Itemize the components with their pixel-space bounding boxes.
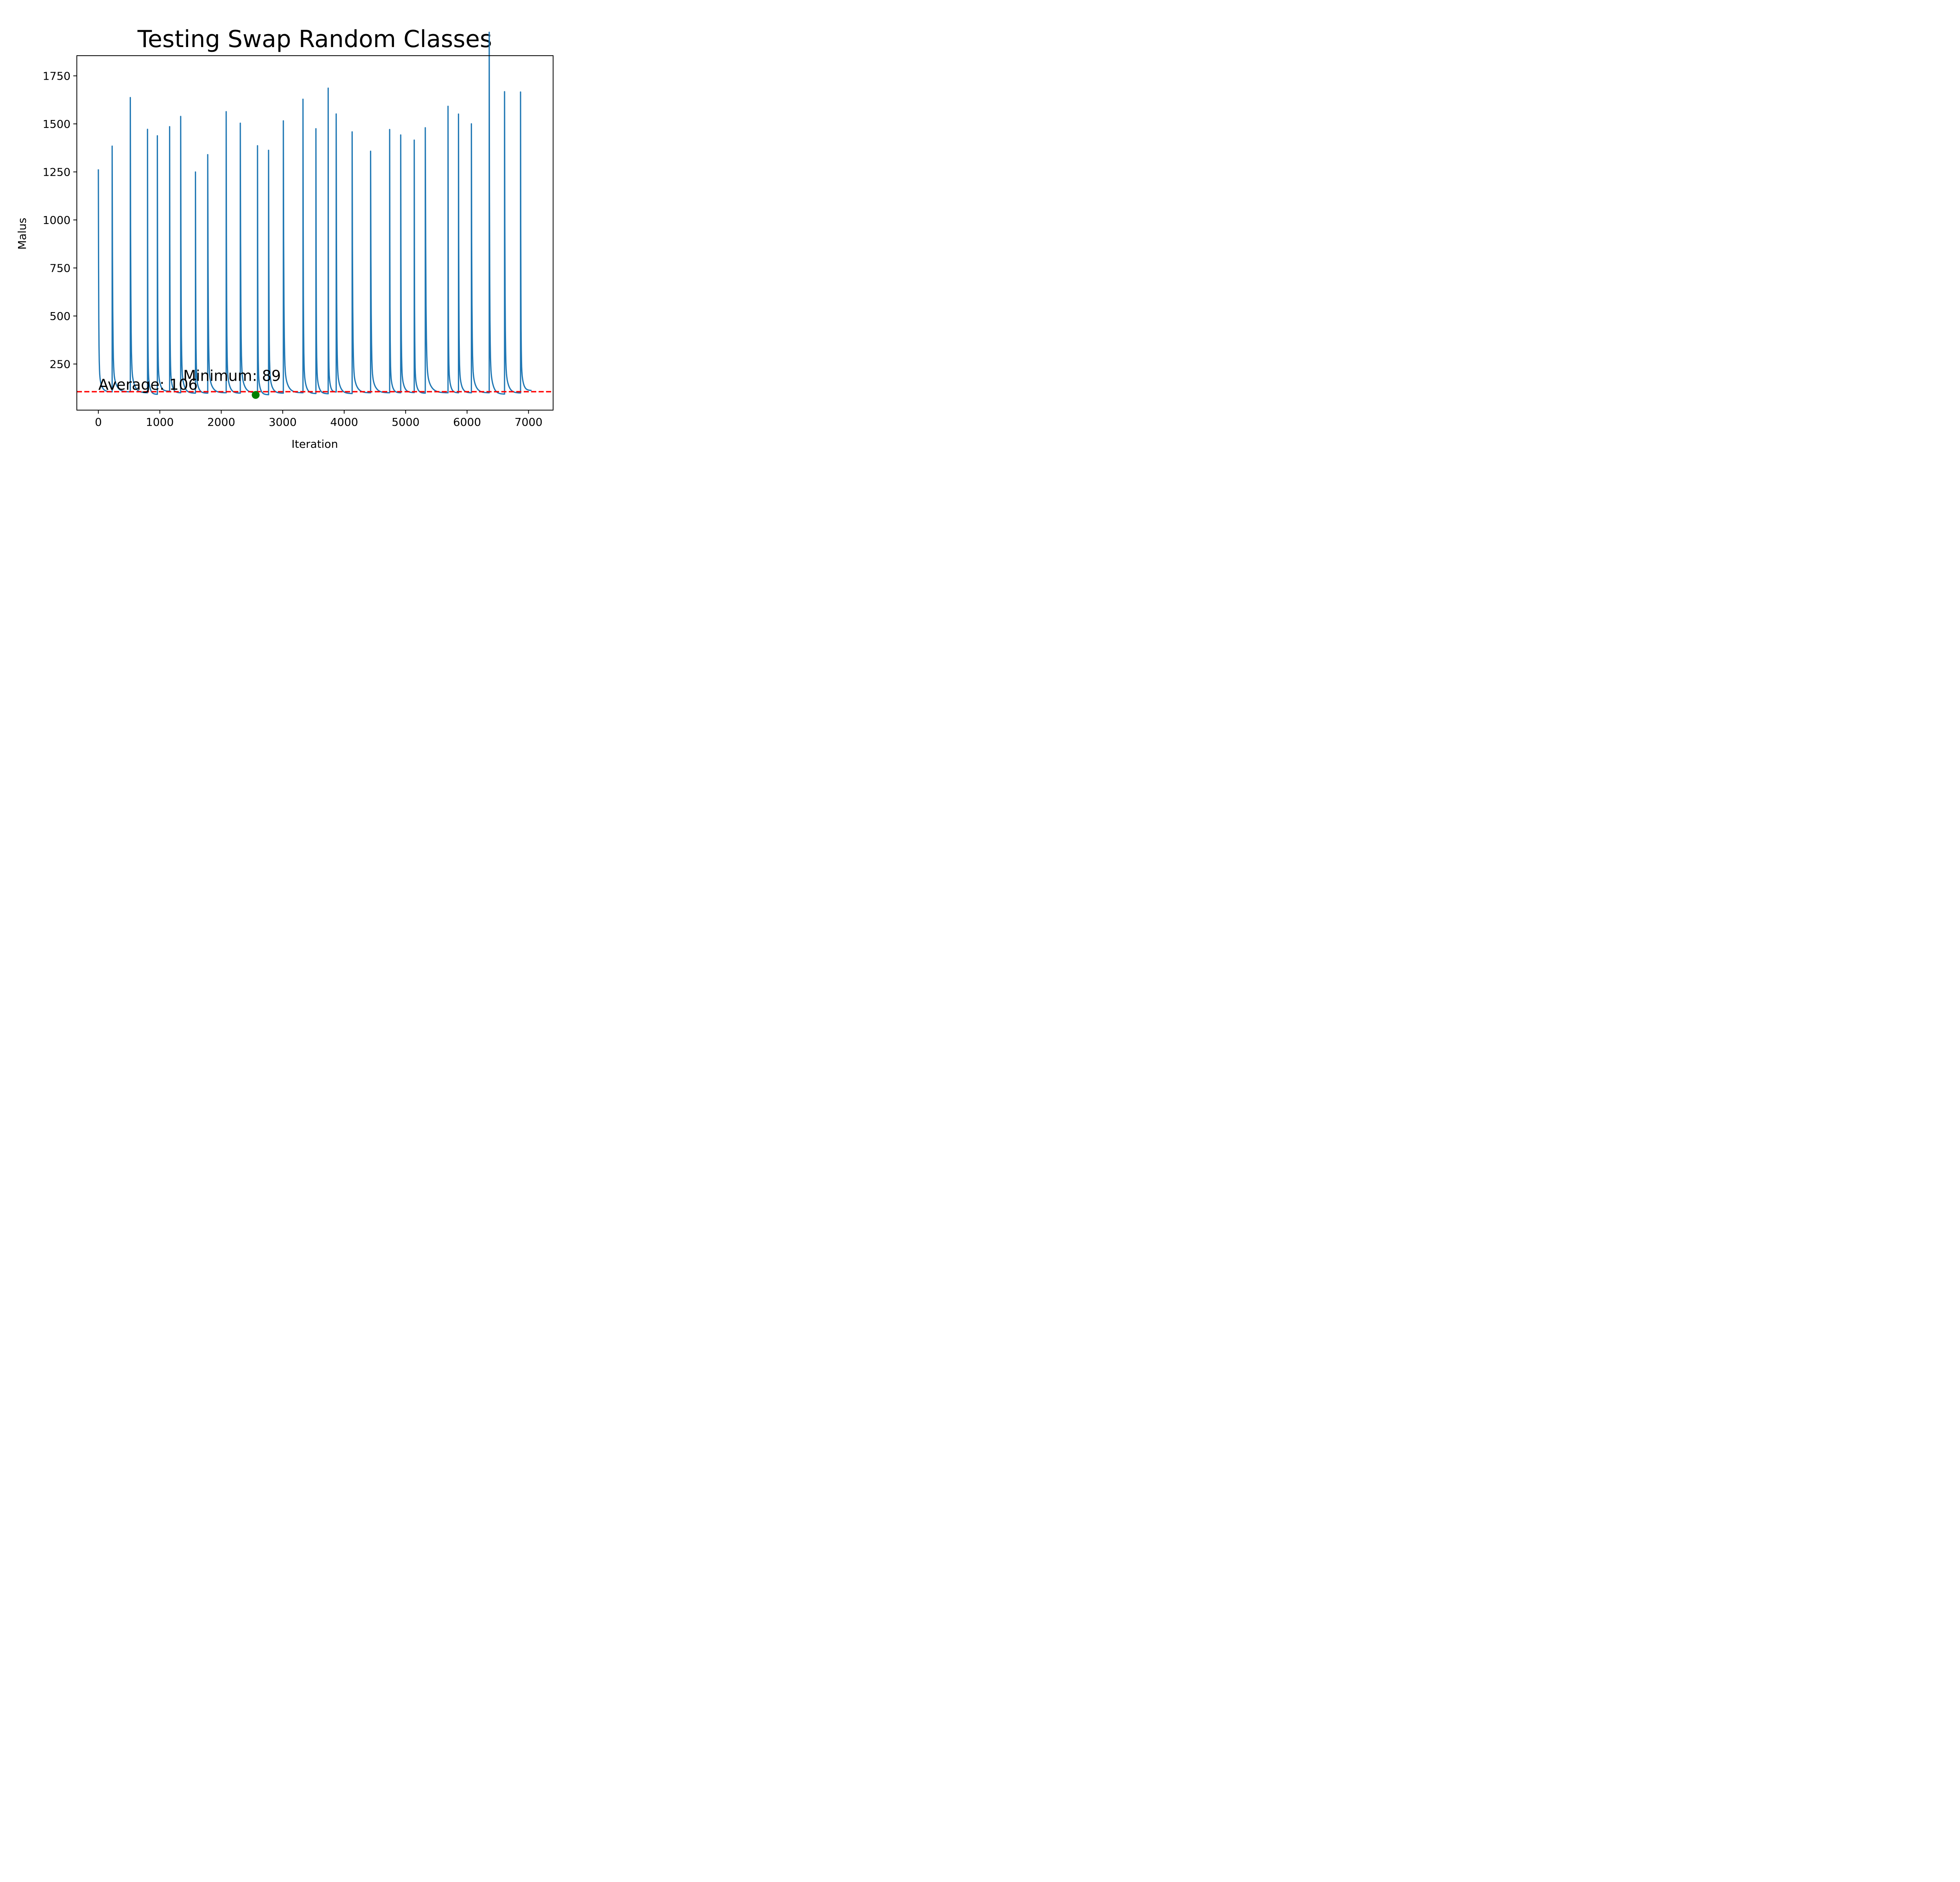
y-tick-label: 500 <box>50 310 71 323</box>
x-tick-label: 7000 <box>515 416 543 429</box>
x-axis-label: Iteration <box>292 438 338 451</box>
y-tick-label: 1750 <box>43 69 71 82</box>
series-line <box>98 31 532 396</box>
x-tick-label: 4000 <box>330 416 358 429</box>
line-chart: Testing Swap Random Classes Average: 106… <box>0 0 606 454</box>
y-tick-label: 1500 <box>43 118 71 131</box>
chart-title: Testing Swap Random Classes <box>137 25 492 53</box>
x-tick-label: 1000 <box>146 416 174 429</box>
minimum-point <box>252 391 260 399</box>
y-tick-label: 1250 <box>43 165 71 178</box>
plot-frame <box>76 55 554 411</box>
x-tick-label: 2000 <box>207 416 235 429</box>
y-axis-label: Malus <box>16 218 29 249</box>
y-axis-ticks: 250 500 750 1000 1250 1500 1750 <box>43 69 77 371</box>
x-tick-label: 3000 <box>269 416 297 429</box>
x-tick-label: 0 <box>95 416 102 429</box>
minimum-label: Minimum: 89 <box>183 367 281 384</box>
y-tick-label: 750 <box>50 262 71 274</box>
average-label: Average: 106 <box>98 376 198 393</box>
x-tick-label: 6000 <box>453 416 481 429</box>
y-tick-label: 1000 <box>43 214 71 227</box>
y-tick-label: 250 <box>50 358 71 371</box>
x-axis-ticks: 0 1000 2000 3000 4000 5000 6000 7000 <box>95 410 543 429</box>
x-tick-label: 5000 <box>392 416 419 429</box>
